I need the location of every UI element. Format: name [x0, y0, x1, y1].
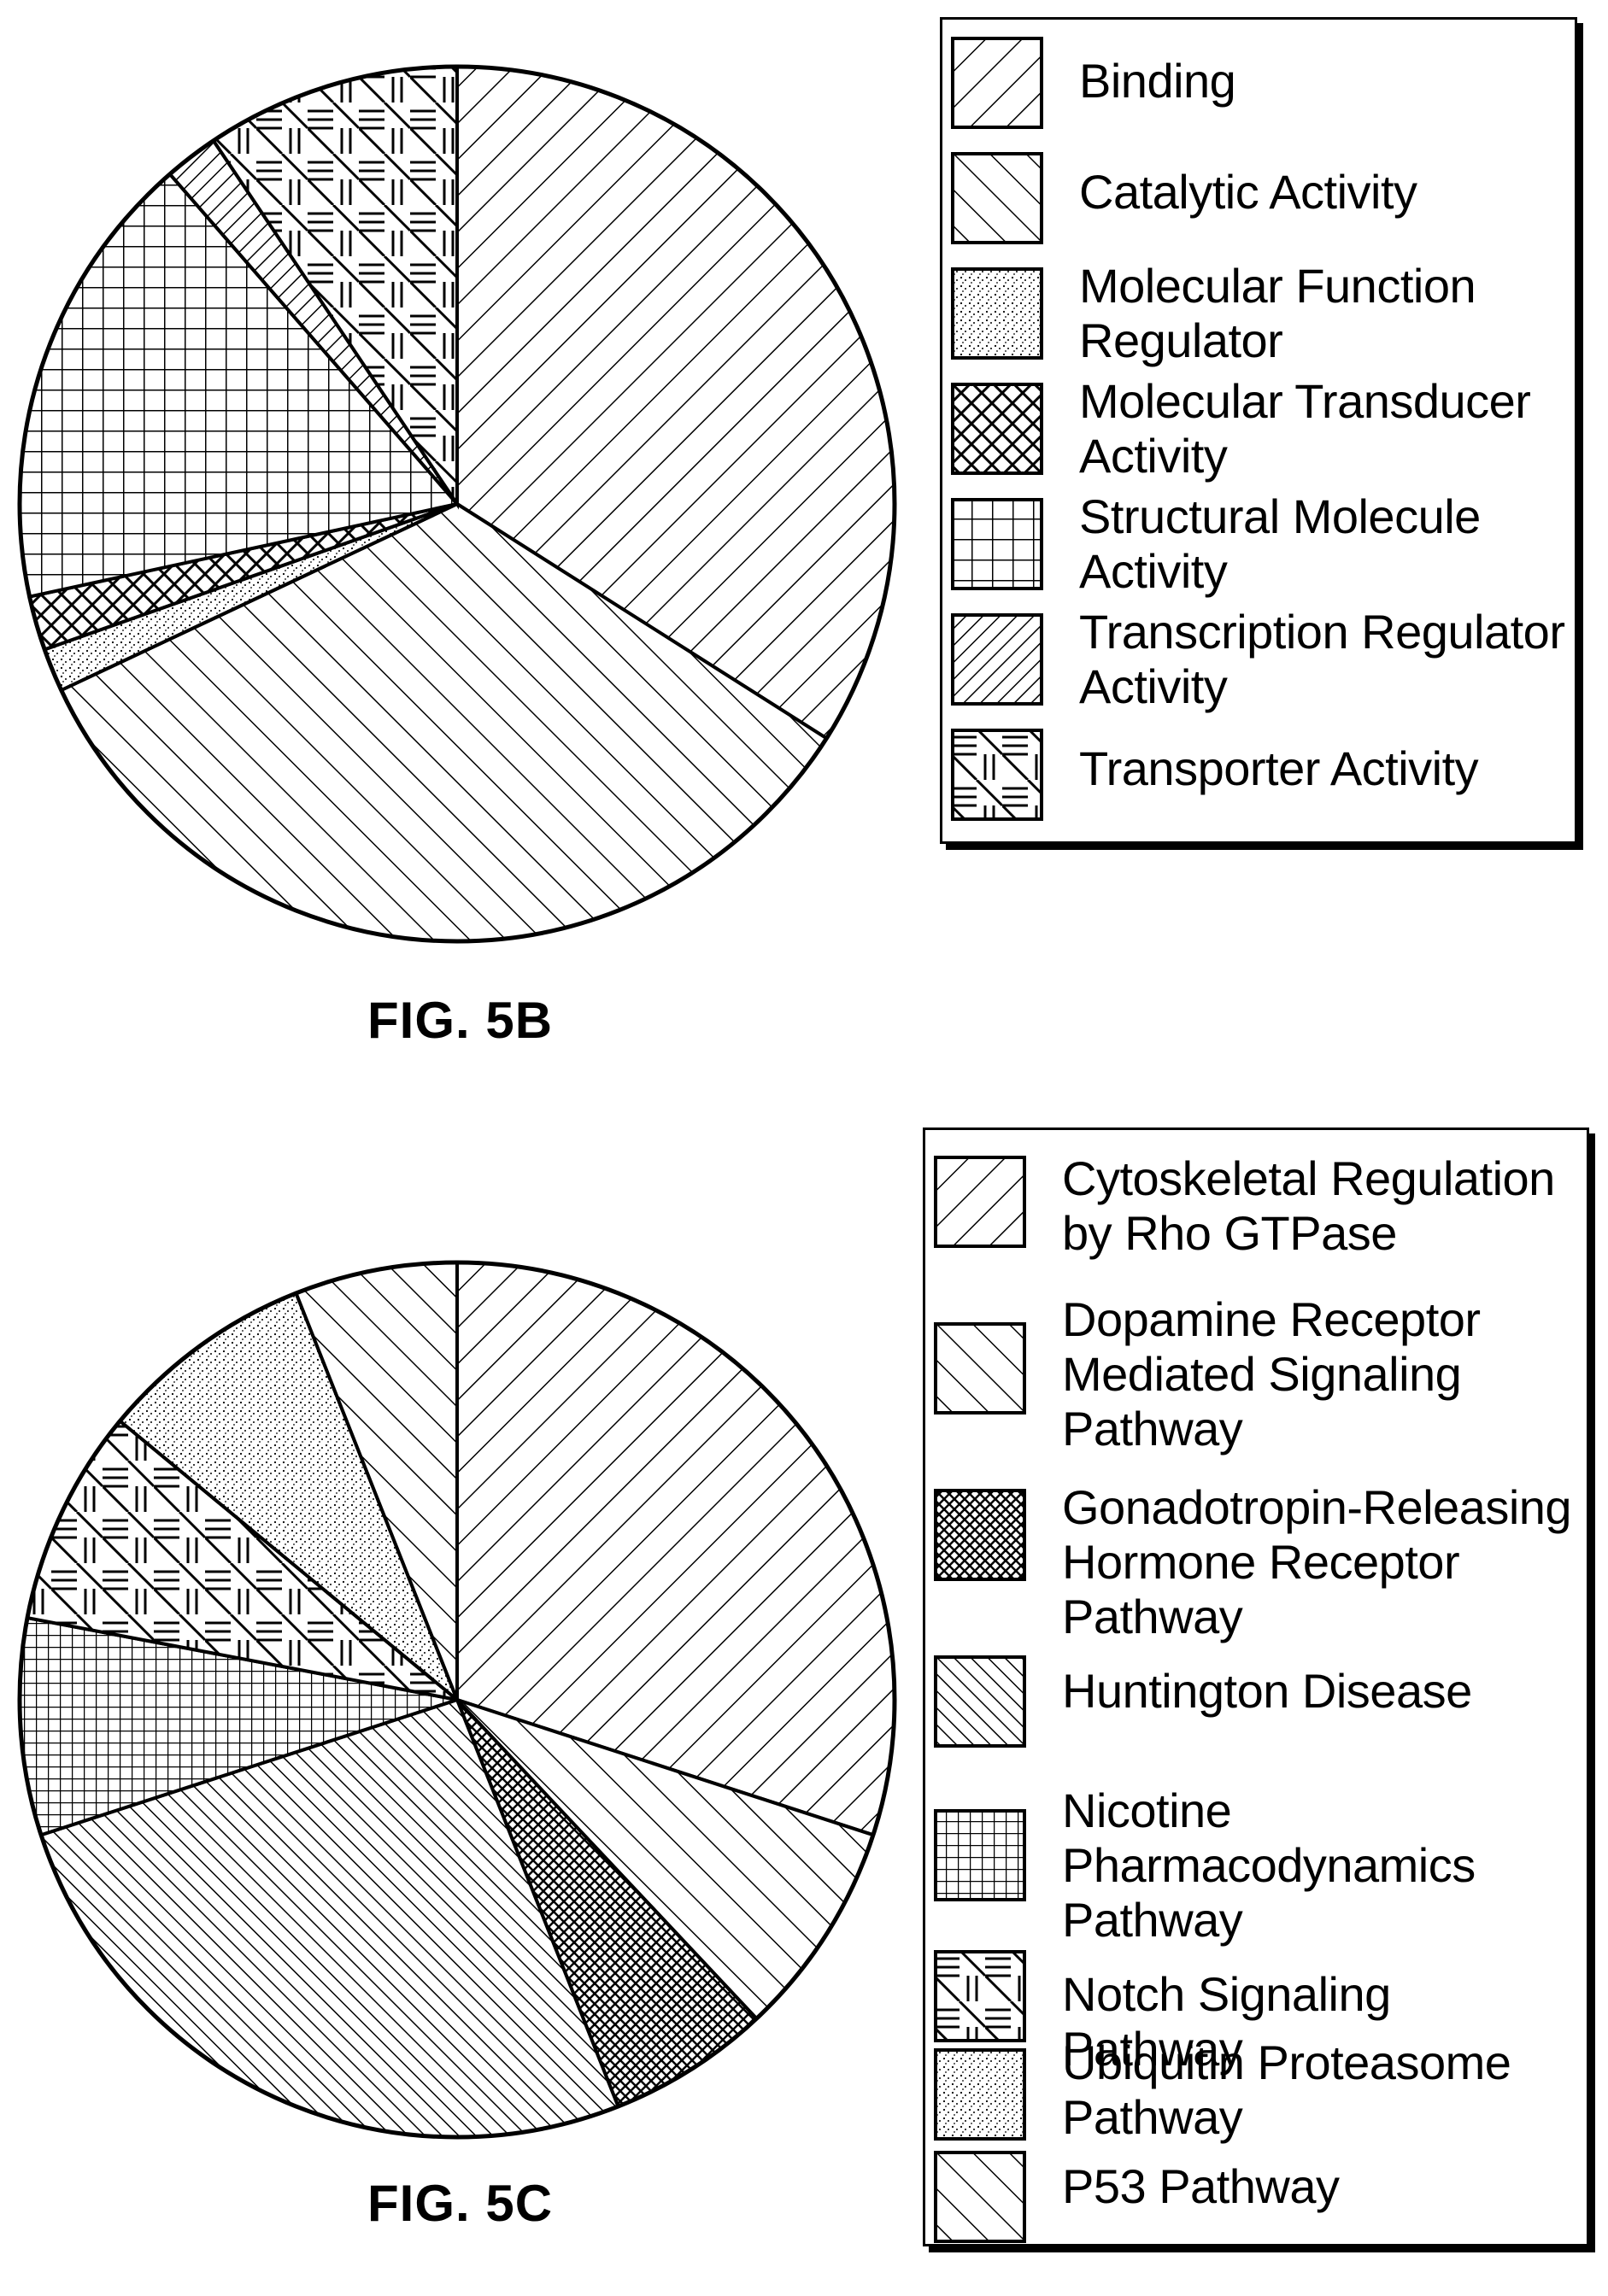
legend-swatch-2: [951, 152, 1043, 244]
legend-label-7: Transporter Activity: [1079, 741, 1479, 795]
legend-swatch-1: [934, 1156, 1026, 1248]
legend-swatch-3: [934, 1489, 1026, 1581]
legend-label-5: Nicotine Pharmacodynamics Pathway: [1062, 1784, 1476, 1947]
legend-swatch-7: [934, 2048, 1026, 2141]
legend-swatch-4: [934, 1655, 1026, 1748]
legend-5b: Binding Catalytic Activity Molecular Funct…: [940, 17, 1577, 844]
legend-swatch-7: [951, 729, 1043, 821]
legend-swatch-6: [951, 613, 1043, 706]
legend-label-2: Dopamine Receptor Mediated Signaling Pat…: [1062, 1292, 1481, 1456]
legend-label-3: Gonadotropin-Releasing Hormone Receptor …: [1062, 1480, 1572, 1643]
legend-swatch-5: [934, 1809, 1026, 1901]
legend-label-8: P53 Pathway: [1062, 2159, 1340, 2213]
figure-caption-5c: FIG. 5C: [367, 2175, 554, 2232]
figure-caption-5b: FIG. 5B: [367, 992, 554, 1049]
legend-label-3: Molecular Function Regulator: [1079, 259, 1476, 367]
legend-label-7: Ubiquitin Proteasome Pathway: [1062, 2035, 1511, 2144]
legend-label-6: Notch Signaling Pathway: [1062, 1967, 1391, 2076]
legend-label-4: Huntington Disease: [1062, 1664, 1472, 1718]
legend-label-2: Catalytic Activity: [1079, 165, 1417, 219]
legend-swatch-5: [951, 498, 1043, 590]
legend-swatch-6: [934, 1950, 1026, 2042]
legend-label-1: Cytoskeletal Regulation by Rho GTPase: [1062, 1151, 1555, 1260]
legend-swatch-8: [934, 2151, 1026, 2243]
legend-swatch-4: [951, 383, 1043, 475]
legend-label-5: Structural Molecule Activity: [1079, 489, 1481, 598]
legend-swatch-2: [934, 1322, 1026, 1414]
legend-5c: Cytoskeletal Regulation by Rho GTPase Dop…: [923, 1128, 1589, 2246]
legend-label-1: Binding: [1079, 54, 1236, 108]
pie-chart-5c: [17, 1260, 897, 2140]
legend-label-4: Molecular Transducer Activity: [1079, 374, 1531, 483]
legend-label-6: Transcription Regulator Activity: [1079, 605, 1565, 713]
legend-swatch-1: [951, 37, 1043, 129]
legend-swatch-3: [951, 267, 1043, 360]
pie-chart-5b: [17, 64, 897, 944]
